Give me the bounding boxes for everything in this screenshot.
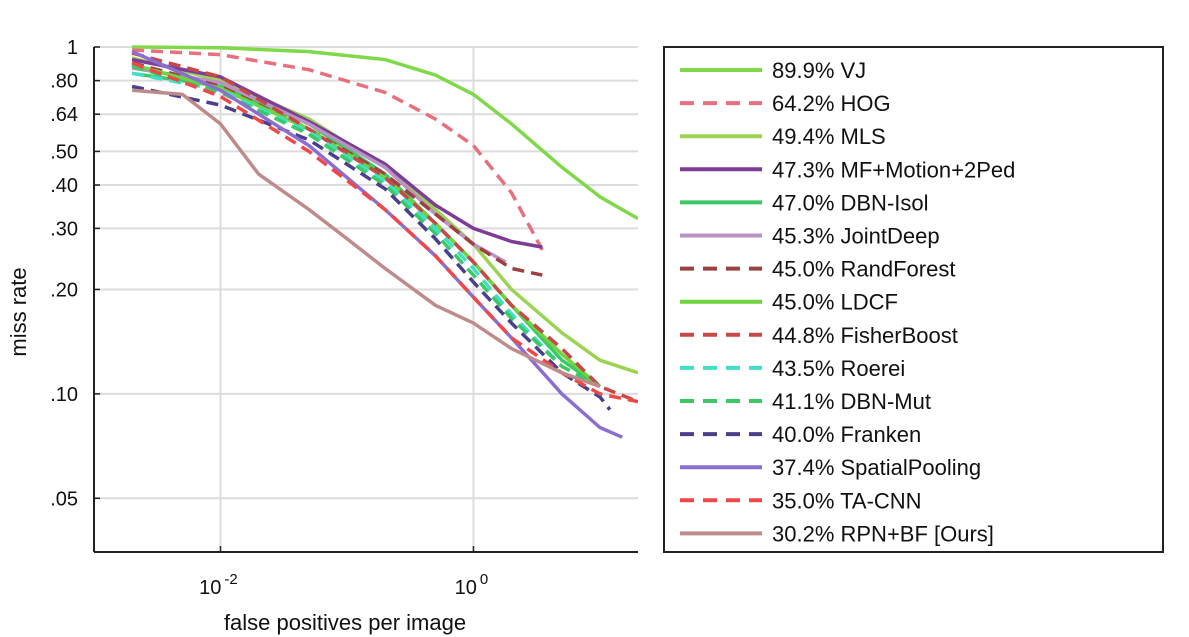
legend-entry: 45.0% LDCF bbox=[772, 290, 898, 315]
y-tick-label: .80 bbox=[50, 71, 78, 93]
y-axis-label: miss rate bbox=[6, 267, 31, 356]
x-tick-label: 10 -2 bbox=[199, 571, 238, 599]
y-tick-label: .05 bbox=[50, 488, 78, 510]
legend-entry: 44.8% FisherBoost bbox=[772, 323, 958, 348]
series-line-3 bbox=[131, 57, 543, 249]
series-line-13 bbox=[131, 61, 638, 404]
legend-entry: 40.0% Franken bbox=[772, 422, 921, 447]
y-tick-labels: 1 .80 .64 .50 .40 .30 .20 .10 .05 bbox=[50, 37, 78, 510]
series-line-12 bbox=[131, 49, 623, 439]
legend-entry: 45.3% JointDeep bbox=[772, 224, 940, 249]
series-line-1 bbox=[132, 48, 544, 251]
x-tick-label: 10 0 bbox=[455, 571, 489, 599]
series-line-10 bbox=[131, 64, 601, 389]
series-line-8 bbox=[131, 51, 638, 404]
legend-entry: 64.2% HOG bbox=[772, 91, 891, 116]
series-line-0 bbox=[132, 45, 638, 221]
series-line-6 bbox=[131, 61, 543, 277]
x-tick-base: 10 bbox=[199, 577, 221, 599]
y-tick-label: .40 bbox=[50, 175, 78, 197]
series-line-14 bbox=[131, 88, 601, 389]
legend-entry: 41.1% DBN-Mut bbox=[772, 389, 931, 414]
series-line-9 bbox=[131, 71, 564, 368]
y-tick-label: 1 bbox=[67, 37, 78, 59]
series-line-2 bbox=[131, 56, 638, 375]
legend: 89.9% VJ 64.2% HOG 49.4% MLS 47.3% MF+Motio… bbox=[663, 46, 1164, 553]
x-tick-base: 10 bbox=[455, 577, 477, 599]
y-tick-label: .20 bbox=[50, 279, 78, 301]
legend-entry: 37.4% SpatialPooling bbox=[772, 455, 981, 480]
legend-entry: 49.4% MLS bbox=[772, 124, 886, 149]
legend-entry: 30.2% RPN+BF [Ours] bbox=[772, 521, 994, 546]
legend-entry: 35.0% TA-CNN bbox=[772, 488, 922, 513]
y-tick-label: .30 bbox=[50, 218, 78, 240]
legend-entry: 89.9% VJ bbox=[772, 58, 866, 83]
x-tick-exponent: -2 bbox=[224, 571, 237, 588]
x-tick-labels: 10 -2 10 0 bbox=[199, 571, 488, 599]
x-tick-exponent: 0 bbox=[480, 571, 488, 588]
y-tick-label: .50 bbox=[50, 141, 78, 163]
grid bbox=[94, 46, 638, 552]
y-tick-label: .10 bbox=[50, 384, 78, 406]
series-lines bbox=[131, 45, 638, 439]
axes bbox=[93, 46, 638, 553]
x-axis-label: false positives per image bbox=[224, 610, 466, 635]
legend-entry: 47.0% DBN-Isol bbox=[772, 190, 929, 215]
legend-entry: 45.0% RandForest bbox=[772, 257, 955, 282]
y-tick-label: .64 bbox=[50, 104, 78, 126]
legend-entry: 47.3% MF+Motion+2Ped bbox=[772, 157, 1015, 182]
legend-entry: 43.5% Roerei bbox=[772, 356, 905, 381]
